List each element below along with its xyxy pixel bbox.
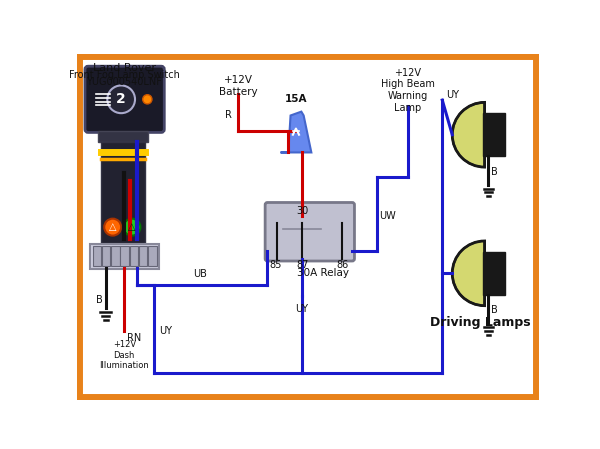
- FancyBboxPatch shape: [148, 246, 157, 266]
- Text: +12V
Battery: +12V Battery: [219, 75, 257, 97]
- Text: Land Rover: Land Rover: [93, 63, 156, 73]
- Wedge shape: [452, 102, 485, 167]
- FancyBboxPatch shape: [130, 246, 138, 266]
- Circle shape: [124, 219, 140, 236]
- Text: 86: 86: [336, 260, 348, 270]
- Text: Front Fog Lamp Switch: Front Fog Lamp Switch: [69, 70, 179, 80]
- Text: UW: UW: [379, 211, 396, 220]
- FancyBboxPatch shape: [483, 113, 505, 156]
- Text: +12V
Dash
Illumination: +12V Dash Illumination: [100, 340, 149, 370]
- FancyBboxPatch shape: [101, 142, 145, 242]
- Text: 15A: 15A: [285, 94, 307, 104]
- Text: 87: 87: [296, 260, 308, 270]
- Wedge shape: [452, 241, 485, 306]
- Text: UY: UY: [296, 304, 308, 314]
- FancyBboxPatch shape: [121, 246, 129, 266]
- FancyBboxPatch shape: [92, 246, 101, 266]
- Text: △: △: [128, 222, 136, 232]
- Circle shape: [107, 85, 135, 113]
- Text: B: B: [491, 167, 497, 177]
- Text: 30A Relay: 30A Relay: [297, 268, 349, 278]
- Text: 30: 30: [296, 207, 308, 216]
- Text: UY: UY: [446, 90, 459, 100]
- FancyBboxPatch shape: [139, 246, 148, 266]
- Text: UY: UY: [159, 326, 172, 336]
- Text: 2: 2: [116, 92, 126, 106]
- Text: +12V
High Beam
Warning
Lamp: +12V High Beam Warning Lamp: [380, 68, 434, 113]
- Text: UB: UB: [193, 269, 206, 279]
- Text: B: B: [491, 305, 497, 315]
- Polygon shape: [281, 112, 311, 153]
- FancyBboxPatch shape: [102, 246, 110, 266]
- FancyBboxPatch shape: [483, 252, 505, 295]
- Text: △: △: [109, 222, 116, 232]
- Circle shape: [104, 219, 121, 236]
- Circle shape: [143, 95, 152, 104]
- FancyBboxPatch shape: [111, 246, 119, 266]
- FancyBboxPatch shape: [89, 244, 159, 269]
- FancyBboxPatch shape: [98, 131, 148, 142]
- Text: B: B: [96, 295, 103, 305]
- FancyBboxPatch shape: [85, 66, 164, 132]
- Text: R: R: [225, 110, 232, 120]
- Text: RN: RN: [127, 333, 141, 343]
- Text: YUG000540LNF: YUG000540LNF: [86, 77, 162, 87]
- Text: Driving Lamps: Driving Lamps: [430, 316, 531, 329]
- Text: 85: 85: [269, 260, 281, 270]
- FancyBboxPatch shape: [265, 202, 355, 261]
